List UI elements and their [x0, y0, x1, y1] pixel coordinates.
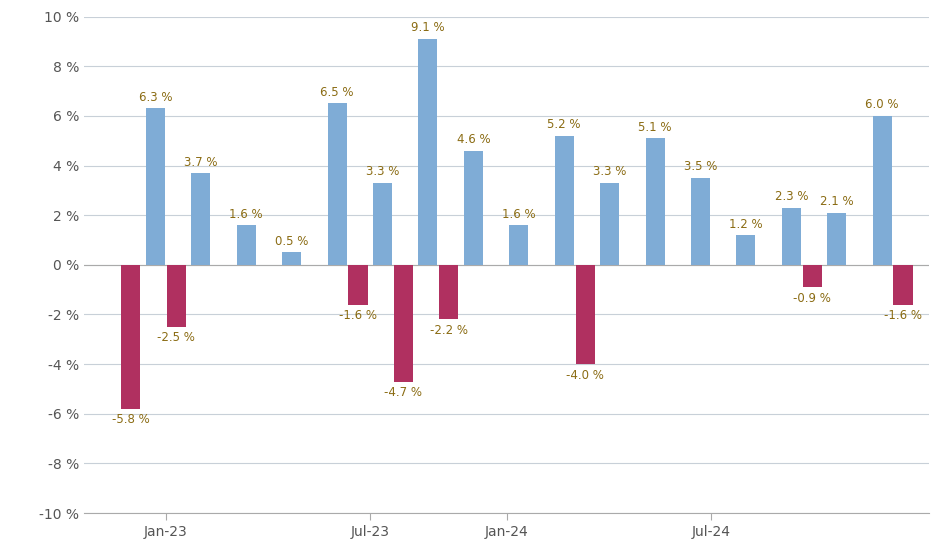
Text: -4.7 %: -4.7 %: [384, 386, 422, 399]
Bar: [121, 265, 140, 409]
Text: -1.6 %: -1.6 %: [339, 309, 377, 322]
Bar: [394, 265, 413, 382]
Text: -0.9 %: -0.9 %: [793, 292, 831, 305]
Text: 0.5 %: 0.5 %: [275, 235, 308, 248]
Bar: [373, 183, 392, 265]
Bar: [282, 252, 301, 265]
Text: 1.2 %: 1.2 %: [729, 218, 762, 230]
Text: 3.3 %: 3.3 %: [593, 166, 626, 178]
Bar: [691, 178, 710, 265]
Text: -2.5 %: -2.5 %: [157, 331, 196, 344]
Bar: [328, 103, 347, 265]
Text: -2.2 %: -2.2 %: [430, 324, 468, 337]
Bar: [146, 108, 165, 265]
Text: 2.1 %: 2.1 %: [820, 195, 854, 208]
Bar: [872, 116, 892, 265]
Bar: [555, 136, 573, 265]
Bar: [893, 265, 913, 305]
Bar: [736, 235, 756, 265]
Text: 1.6 %: 1.6 %: [502, 208, 536, 221]
Text: -4.0 %: -4.0 %: [566, 368, 604, 382]
Text: 9.1 %: 9.1 %: [411, 21, 445, 35]
Text: 6.5 %: 6.5 %: [321, 86, 353, 99]
Text: 1.6 %: 1.6 %: [229, 208, 263, 221]
Bar: [463, 151, 483, 265]
Bar: [192, 173, 211, 265]
Text: 2.3 %: 2.3 %: [775, 190, 808, 204]
Bar: [509, 225, 528, 265]
Text: 3.7 %: 3.7 %: [184, 156, 218, 168]
Bar: [575, 265, 595, 364]
Bar: [600, 183, 619, 265]
Bar: [439, 265, 459, 320]
Text: 6.0 %: 6.0 %: [866, 98, 899, 112]
Text: 5.1 %: 5.1 %: [638, 121, 672, 134]
Bar: [827, 213, 846, 265]
Bar: [646, 138, 665, 265]
Text: 5.2 %: 5.2 %: [547, 118, 581, 131]
Bar: [166, 265, 186, 327]
Text: 3.3 %: 3.3 %: [366, 166, 400, 178]
Text: 3.5 %: 3.5 %: [683, 161, 717, 173]
Bar: [237, 225, 256, 265]
Bar: [349, 265, 368, 305]
Text: -1.6 %: -1.6 %: [884, 309, 922, 322]
Text: -5.8 %: -5.8 %: [112, 413, 149, 426]
Text: 4.6 %: 4.6 %: [457, 133, 490, 146]
Text: 6.3 %: 6.3 %: [139, 91, 172, 104]
Bar: [803, 265, 822, 287]
Bar: [418, 39, 437, 265]
Bar: [782, 208, 801, 265]
